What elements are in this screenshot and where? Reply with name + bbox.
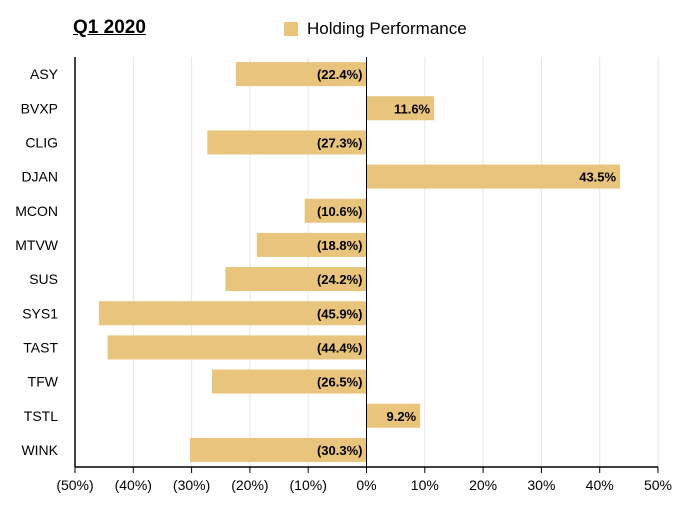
data-label-clig: (27.3%) — [317, 135, 363, 150]
category-label-tfw: TFW — [28, 374, 59, 390]
category-label-tast: TAST — [23, 339, 58, 355]
x-tick-label-3: (20%) — [231, 477, 268, 493]
data-label-asy: (22.4%) — [317, 67, 363, 82]
legend: Holding Performance — [284, 19, 467, 39]
x-tick-label-0: (50%) — [56, 477, 93, 493]
category-label-mcon: MCON — [15, 203, 58, 219]
bar-sus — [225, 267, 367, 292]
data-label-tast: (44.4%) — [317, 340, 363, 355]
data-label-wink: (30.3%) — [317, 443, 363, 458]
x-tick-label-9: 40% — [586, 477, 614, 493]
x-tick-label-6: 10% — [411, 477, 439, 493]
bar-tast — [107, 335, 367, 360]
category-label-tstl: TSTL — [24, 408, 58, 424]
chart-title: Q1 2020 — [73, 17, 146, 38]
data-label-tfw: (26.5%) — [317, 375, 363, 390]
x-tick-label-4: (10%) — [290, 477, 327, 493]
legend-label: Holding Performance — [307, 19, 467, 38]
x-tick-label-8: 30% — [527, 477, 555, 493]
bar-asy — [235, 62, 367, 87]
data-label-djan: 43.5% — [579, 170, 616, 185]
category-label-clig: CLIG — [25, 134, 58, 150]
bar-mcon — [304, 198, 367, 223]
category-label-djan: DJAN — [21, 169, 58, 185]
x-tick-label-5: 0% — [356, 477, 376, 493]
data-label-tstl: 9.2% — [386, 409, 416, 424]
x-tick-label-10: 50% — [644, 477, 672, 493]
legend-swatch — [284, 22, 298, 36]
x-tick-label-7: 20% — [469, 477, 497, 493]
data-label-mtvw: (18.8%) — [317, 238, 363, 253]
bar-mtvw — [256, 232, 367, 257]
bar-tfw — [212, 369, 367, 394]
x-tick-label-2: (30%) — [173, 477, 210, 493]
bar-clig — [207, 130, 367, 155]
category-label-sys1: SYS1 — [22, 305, 58, 321]
category-label-asy: ASY — [30, 66, 59, 82]
bar-bvxp — [366, 96, 435, 121]
data-label-sys1: (45.9%) — [317, 306, 363, 321]
category-label-mtvw: MTVW — [15, 237, 59, 253]
data-label-mcon: (10.6%) — [317, 204, 363, 219]
bar-sys1 — [98, 301, 367, 326]
bar-wink — [189, 437, 367, 462]
x-tick-label-1: (40%) — [115, 477, 152, 493]
category-label-sus: SUS — [29, 271, 58, 287]
bar-tstl — [366, 403, 421, 428]
bar-djan — [366, 164, 621, 189]
category-label-bvxp: BVXP — [21, 100, 58, 116]
data-label-sus: (24.2%) — [317, 272, 363, 287]
data-label-bvxp: 11.6% — [394, 101, 431, 116]
category-label-wink: WINK — [21, 442, 58, 458]
